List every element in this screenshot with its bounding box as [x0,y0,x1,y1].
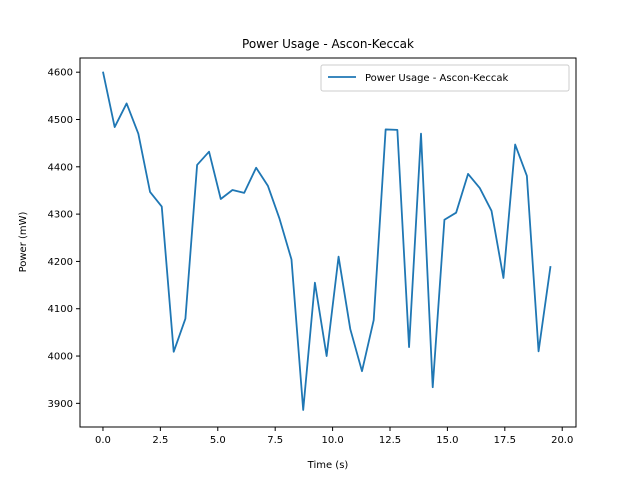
x-tick-label: 7.5 [267,435,283,446]
series-layer [102,71,552,411]
plot-frame [79,57,577,428]
y-tick-label: 4100 [48,304,73,315]
y-tick-label: 4000 [48,352,73,363]
y-axis-ticks: 3900 4000 4100 4200 4300 4400 4500 4600 [48,68,80,410]
y-tick-label: 4500 [48,115,73,126]
y-tick-label: 4200 [48,257,73,268]
series-line [102,71,552,411]
x-tick-label: 20.0 [551,435,573,446]
y-axis-label: Power (mW) [18,211,29,272]
plot-area [79,57,577,428]
x-tick-label: 0.0 [95,435,111,446]
x-tick-label: 10.0 [321,435,343,446]
y-tick-label: 4600 [48,68,73,79]
chart-title: Power Usage - Ascon-Keccak [242,37,414,51]
y-tick-label: 3900 [48,399,73,410]
x-tick-label: 12.5 [379,435,401,446]
x-tick-label: 2.5 [152,435,168,446]
y-tick-label: 4400 [48,162,73,173]
y-tick-label: 4300 [48,210,73,221]
x-axis-ticks: 0.0 2.5 5.0 7.5 10.0 12.5 15.0 17.5 20.0 [95,427,573,446]
x-tick-label: 15.0 [436,435,458,446]
x-tick-label: 17.5 [494,435,516,446]
legend-entry-label: Power Usage - Ascon-Keccak [365,73,508,84]
x-tick-label: 5.0 [210,435,226,446]
legend-box [320,64,570,92]
x-axis-label: Time (s) [307,460,349,471]
legend: Power Usage - Ascon-Keccak [320,64,570,92]
